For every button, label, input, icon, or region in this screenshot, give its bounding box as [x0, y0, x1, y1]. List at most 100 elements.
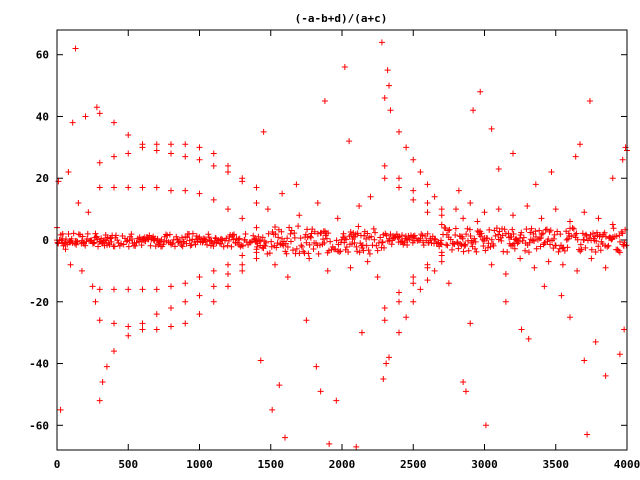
band-point	[298, 243, 305, 250]
data-point	[139, 320, 146, 327]
data-point	[125, 323, 132, 330]
band-point	[307, 234, 314, 241]
band-point	[343, 244, 350, 251]
band-point	[178, 242, 185, 249]
band-point	[93, 233, 100, 240]
data-point	[225, 270, 231, 277]
band-point	[447, 236, 454, 243]
data-point	[59, 230, 66, 237]
band-point	[505, 230, 512, 237]
band-point	[526, 239, 533, 246]
data-point	[99, 379, 106, 386]
band-point	[343, 236, 350, 243]
data-point	[609, 175, 616, 182]
band-point	[70, 230, 77, 237]
data-point	[356, 203, 363, 210]
data-point	[182, 320, 189, 327]
data-point	[403, 314, 410, 321]
band-point	[396, 233, 403, 240]
band-point	[616, 232, 623, 239]
data-point	[92, 298, 99, 305]
data-point	[386, 82, 393, 89]
band-point	[112, 232, 119, 239]
band-point	[74, 239, 81, 246]
data-point	[616, 249, 623, 256]
band-point	[79, 233, 86, 240]
band-point	[345, 249, 352, 256]
band-point	[504, 248, 511, 255]
data-point	[210, 283, 217, 290]
data-point	[69, 119, 76, 126]
band-point	[220, 243, 227, 250]
band-point	[277, 240, 284, 247]
data-point	[182, 280, 189, 287]
data-point	[272, 261, 279, 268]
band-point	[445, 227, 452, 234]
data-point	[378, 39, 385, 46]
band-point	[157, 238, 164, 245]
band-point	[431, 235, 438, 242]
band-point	[193, 233, 200, 240]
data-point	[396, 128, 402, 135]
data-point	[403, 144, 410, 151]
data-point	[225, 261, 231, 268]
data-point	[85, 209, 92, 216]
band-point	[540, 230, 547, 237]
band-point	[411, 232, 418, 239]
data-point	[82, 113, 89, 120]
band-point	[464, 225, 471, 232]
band-point	[164, 232, 171, 239]
band-point	[377, 234, 384, 241]
band-point	[341, 235, 348, 242]
band-point	[306, 241, 313, 248]
data-point	[282, 434, 288, 441]
band-point	[105, 240, 112, 247]
data-point	[210, 150, 217, 157]
data-point	[410, 156, 417, 163]
data-point	[548, 169, 555, 176]
band-point	[147, 242, 154, 249]
band-point	[389, 237, 396, 244]
band-point	[427, 237, 434, 244]
data-point	[602, 264, 609, 271]
band-point	[169, 240, 176, 247]
data-point	[284, 274, 291, 281]
band-point	[337, 248, 344, 255]
data-point	[595, 215, 602, 222]
band-point	[327, 238, 334, 245]
data-point	[424, 181, 431, 188]
band-point	[487, 243, 494, 250]
band-point	[419, 232, 426, 239]
data-point	[531, 264, 538, 271]
data-point	[225, 162, 231, 169]
data-point	[455, 187, 462, 194]
band-point	[192, 241, 199, 248]
data-point	[567, 218, 573, 225]
data-point	[239, 267, 246, 274]
data-point	[525, 335, 532, 342]
band-point	[579, 230, 586, 237]
band-point	[529, 237, 536, 244]
band-point	[321, 239, 328, 246]
band-point	[459, 235, 466, 242]
band-point	[189, 230, 196, 237]
data-point	[396, 298, 402, 305]
x-tick-label: 0	[54, 458, 61, 471]
band-point	[475, 229, 482, 236]
band-point	[186, 237, 193, 244]
band-point	[482, 247, 489, 254]
band-point	[542, 226, 549, 233]
data-point	[96, 397, 103, 404]
band-point	[171, 243, 178, 250]
data-point	[510, 212, 516, 219]
y-tick-label: -60	[29, 419, 49, 432]
data-point	[96, 286, 103, 293]
data-point	[384, 67, 391, 74]
band-point	[424, 230, 431, 237]
data-point	[279, 190, 286, 197]
band-point	[486, 226, 493, 233]
band-point	[473, 248, 480, 255]
band-point	[522, 247, 529, 254]
band-point	[107, 235, 114, 242]
band-point	[523, 226, 530, 233]
